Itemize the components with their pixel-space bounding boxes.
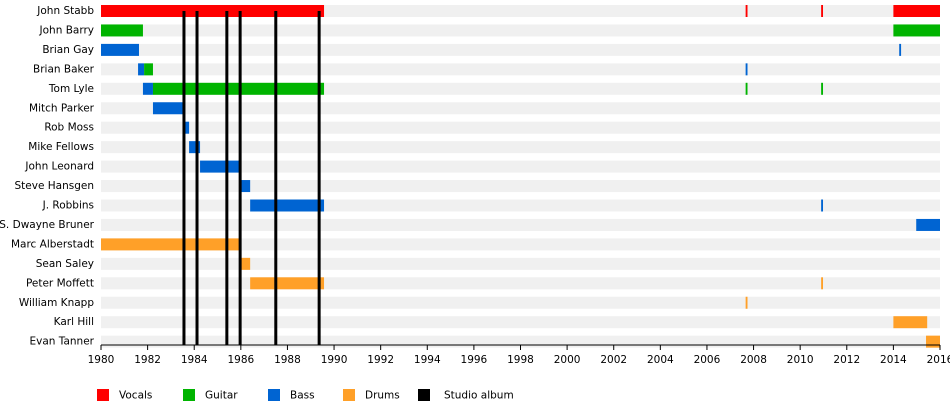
period-bar [893,316,928,329]
x-tick-label: 2012 [833,354,860,366]
row-stripe [101,121,940,134]
period-bar [152,82,325,95]
row-stripe [101,180,940,193]
period-bar [745,296,748,309]
x-tick-label: 1984 [181,354,208,366]
period-bar [189,141,201,154]
period-bar [250,277,325,290]
period-bar [240,180,251,193]
row-stripe [101,24,940,37]
period-bar [821,5,824,17]
period-bar [250,199,325,212]
x-tick-label: 1996 [461,354,488,366]
member-label: Evan Tanner [30,336,95,348]
period-bar [821,277,824,290]
member-label: Rob Moss [44,122,94,134]
x-tick-label: 2000 [554,354,581,366]
legend-swatch [268,389,280,401]
period-bar [916,218,940,231]
period-bar [183,121,190,134]
x-tick-label: 2016 [927,354,950,366]
legend-swatch [97,389,109,401]
member-label: Peter Moffett [26,277,94,289]
period-bar [152,102,184,115]
period-bar [745,5,748,17]
period-bar [101,43,139,56]
member-label: John Stabb [36,5,94,17]
row-stripe [101,63,940,76]
period-bar [821,199,824,212]
member-label: John Barry [39,24,94,36]
row-stripe [101,102,940,115]
member-label: Marc Alberstadt [11,238,94,250]
x-tick-label: 1990 [321,354,348,366]
period-bar [893,5,940,17]
period-bar [200,160,241,173]
legend-label: Vocals [119,390,152,402]
member-label: S. Dwayne Bruner [0,219,95,231]
legend-label: Drums [365,390,400,402]
x-tick-label: 1980 [88,354,115,366]
row-stripe [101,316,940,329]
period-bar [101,24,143,37]
row-stripe [101,141,940,154]
legend-label: Guitar [205,390,238,402]
period-bar [142,82,153,95]
period-bar [101,5,325,17]
member-label: Mike Fellows [28,141,94,153]
legend-swatch [343,389,355,401]
member-label: Brian Gay [42,44,94,56]
x-tick-label: 2014 [880,354,907,366]
member-label: Mitch Parker [29,102,95,114]
legend-label: Studio album [444,390,514,402]
period-bar [101,238,241,251]
row-stripe [101,296,940,309]
period-bar [821,82,824,95]
period-bar [899,43,902,56]
row-stripe [101,238,940,251]
x-tick-label: 2004 [647,354,674,366]
x-tick-label: 2008 [740,354,767,366]
member-label: Steve Hansgen [15,180,95,192]
x-tick-label: 1994 [414,354,441,366]
period-bar [138,63,145,76]
legend-swatch [418,389,430,401]
member-label: Sean Saley [36,258,94,270]
x-tick-label: 1998 [507,354,534,366]
x-tick-label: 1988 [274,354,301,366]
period-bar [893,24,940,37]
legend-label: Bass [290,390,315,402]
row-stripe [101,218,940,231]
x-tick-label: 1992 [367,354,394,366]
x-tick-label: 1982 [134,354,161,366]
legend-swatch [183,389,195,401]
member-label: Karl Hill [54,316,94,328]
row-stripe [101,257,940,270]
x-tick-label: 2010 [787,354,814,366]
period-bar [745,63,748,76]
member-label: William Knapp [19,297,94,309]
row-stripe [101,43,940,56]
x-tick-label: 2006 [694,354,721,366]
member-label: J. Robbins [42,200,94,212]
x-tick-label: 1986 [227,354,254,366]
member-label: Tom Lyle [48,83,94,95]
period-bar [926,335,940,348]
period-bar [144,63,153,76]
member-label: John Leonard [24,161,94,173]
period-bar [240,257,251,270]
row-stripe [101,160,940,173]
period-bar [745,82,748,95]
x-tick-label: 2002 [600,354,627,366]
member-label: Brian Baker [33,63,95,75]
